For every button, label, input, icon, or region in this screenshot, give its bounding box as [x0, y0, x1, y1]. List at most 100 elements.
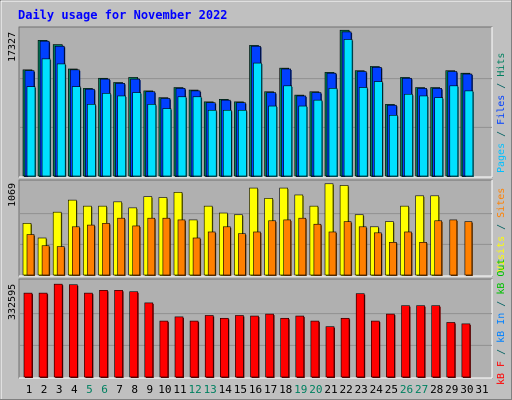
bar-kbf-day-14: [220, 317, 229, 378]
bar-kbf-day-8: [129, 291, 138, 378]
bar-sites-day-29: [449, 219, 458, 276]
x-tick-label-16: 16: [249, 383, 262, 396]
bar-kbf-day-5: [84, 292, 93, 378]
legend-part: /: [496, 295, 507, 313]
bar-pages-day-25: [389, 115, 398, 177]
bar-sites-day-7: [117, 217, 125, 276]
bar-kbf-day-21: [325, 326, 335, 378]
bottom-ymax-label: 332595: [7, 284, 18, 320]
bar-sites-day-3: [56, 246, 65, 276]
bar-pages-day-21: [328, 88, 338, 177]
bar-kbf-day-4: [69, 284, 78, 378]
bar-kbf-day-26: [401, 305, 410, 378]
bar-kbf-day-29: [446, 322, 456, 378]
x-tick-label-4: 4: [71, 383, 78, 396]
x-tick-label-8: 8: [131, 383, 138, 396]
legend-part: Visits: [496, 236, 507, 272]
bar-kbf-day-3: [53, 283, 63, 378]
middle-ymax-label: 1069: [7, 183, 18, 207]
bar-pages-day-19: [298, 105, 308, 177]
bar-sites-day-19: [298, 217, 307, 276]
bar-pages-day-26: [404, 93, 413, 177]
bar-kbf-day-11: [174, 316, 184, 378]
bar-pages-day-15: [238, 109, 247, 177]
x-tick-label-20: 20: [309, 383, 322, 396]
bar-sites-day-12: [192, 237, 201, 276]
bar-pages-day-30: [464, 90, 474, 177]
bar-sites-day-6: [102, 223, 110, 276]
x-tick-label-22: 22: [339, 383, 352, 396]
bar-pages-day-10: [162, 108, 172, 177]
bar-sites-day-15: [238, 233, 246, 276]
bar-pages-day-3: [56, 63, 66, 177]
bar-pages-day-29: [449, 85, 459, 177]
bar-pages-day-16: [253, 62, 262, 177]
bar-kbf-day-1: [23, 292, 33, 378]
bar-kbf-day-12: [189, 320, 199, 378]
chart-title: Daily usage for November 2022: [18, 8, 228, 22]
bar-kbf-day-7: [114, 290, 123, 378]
bar-kbf-day-28: [431, 305, 441, 378]
bar-kbf-day-30: [461, 323, 471, 378]
x-axis-labels: 1 2 3 4 5 6 7 8 9 10 11 12 13 14 15 16 17 18 19 20 21 22 23 24 2…: [26, 383, 489, 396]
bar-sites-day-13: [207, 231, 216, 276]
bar-sites-day-23: [358, 226, 367, 276]
x-tick-label-29: 29: [445, 383, 458, 396]
bar-pages-day-4: [72, 86, 81, 177]
x-tick-label-28: 28: [430, 383, 443, 396]
bar-pages-day-12: [192, 96, 202, 177]
bar-pages-day-1: [26, 86, 36, 177]
bar-kbf-day-2: [38, 292, 48, 378]
x-tick-label-21: 21: [324, 383, 337, 396]
x-tick-label-24: 24: [370, 383, 384, 396]
x-tick-label-23: 23: [355, 383, 368, 396]
bar-sites-day-11: [177, 219, 186, 276]
x-tick-label-19: 19: [294, 383, 307, 396]
x-tick-label-6: 6: [101, 383, 108, 396]
bar-pages-day-13: [207, 109, 217, 177]
bar-sites-day-17: [268, 220, 276, 276]
bar-pages-day-17: [268, 105, 277, 177]
legend-part: /: [496, 343, 507, 361]
bar-pages-day-2: [41, 58, 51, 177]
legend-part: Hits: [496, 53, 507, 77]
x-tick-label-25: 25: [385, 383, 398, 396]
legend-part: kB F: [496, 361, 507, 385]
legend-part: /: [496, 77, 507, 95]
bar-sites-day-18: [283, 219, 292, 276]
bar-kbf-day-20: [310, 320, 320, 378]
x-tick-label-27: 27: [415, 383, 428, 396]
x-tick-label-15: 15: [234, 383, 247, 396]
bar-kbf-day-10: [159, 320, 169, 378]
bar-pages-day-24: [373, 81, 383, 177]
bar-sites-day-26: [404, 231, 412, 276]
x-tick-label-30: 30: [460, 383, 473, 396]
bar-pages-day-5: [87, 104, 96, 177]
bar-sites-day-10: [162, 217, 171, 276]
legend-part: kB In: [496, 313, 507, 343]
bar-kbf-day-27: [416, 305, 425, 378]
bar-sites-day-30: [464, 221, 473, 276]
x-tick-label-9: 9: [146, 383, 153, 396]
bottom-legend: kB F / kB In / kB Out: [496, 259, 507, 385]
legend-part: kB Out: [496, 259, 507, 295]
x-tick-label-17: 17: [264, 383, 277, 396]
x-tick-label-11: 11: [173, 383, 186, 396]
bar-sites-day-1: [26, 234, 35, 276]
legend-part: /: [496, 218, 507, 236]
bar-kbf-day-25: [386, 313, 395, 378]
bar-sites-day-24: [373, 232, 382, 276]
x-tick-label-26: 26: [400, 383, 413, 396]
bar-pages-day-8: [132, 92, 141, 177]
bar-sites-day-8: [132, 225, 140, 276]
bar-sites-day-21: [328, 231, 337, 276]
bar-kbf-day-16: [250, 315, 259, 378]
bar-sites-day-5: [87, 224, 95, 276]
bar-sites-day-27: [419, 241, 427, 276]
bar-kbf-day-13: [204, 315, 214, 378]
bar-sites-day-22: [343, 221, 352, 276]
bar-sites-day-20: [313, 223, 322, 276]
top-ymax-label: 17327: [7, 32, 18, 62]
legend-part: /: [496, 125, 507, 143]
